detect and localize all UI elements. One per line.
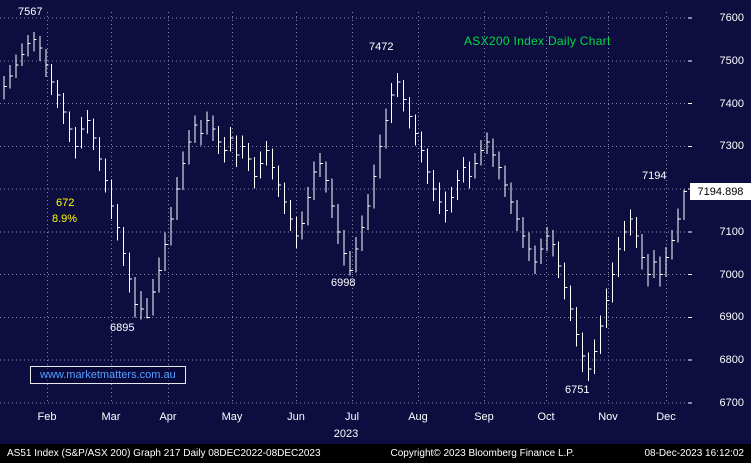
month-label: Mar bbox=[101, 411, 121, 423]
price-axis-label: 7300 bbox=[719, 140, 744, 153]
price-axis-label: 7600 bbox=[719, 12, 744, 24]
price-axis-label: 7400 bbox=[719, 97, 744, 110]
price-annotation: 7194 bbox=[642, 170, 667, 182]
price-annotation: 6751 bbox=[565, 384, 590, 396]
price-axis-label: 7000 bbox=[719, 268, 744, 281]
price-annotation: 6895 bbox=[110, 322, 135, 334]
month-label: Feb bbox=[37, 411, 57, 423]
price-chart-plot bbox=[0, 12, 692, 404]
price-axis-label: 7500 bbox=[719, 54, 744, 67]
price-axis-label: 6900 bbox=[719, 311, 744, 324]
month-label: Dec bbox=[656, 411, 676, 423]
status-bar: AS51 Index (S&P/ASX 200) Graph 217 Daily… bbox=[0, 444, 751, 463]
month-label: Nov bbox=[598, 411, 618, 423]
month-label: Jul bbox=[344, 411, 360, 423]
month-label: May bbox=[221, 411, 243, 423]
year-label: 2023 bbox=[333, 428, 359, 440]
watermark-link[interactable]: www.marketmatters.com.au bbox=[30, 366, 186, 384]
month-label: Apr bbox=[159, 411, 177, 423]
price-axis-label: 6700 bbox=[719, 397, 744, 409]
price-annotation: 7472 bbox=[369, 41, 394, 53]
last-price-value: 7194.898 bbox=[697, 185, 744, 198]
price-axis-label: 7100 bbox=[719, 225, 744, 238]
watermark-text: www.marketmatters.com.au bbox=[40, 369, 176, 381]
month-label: Oct bbox=[537, 411, 555, 423]
price-annotation: 6998 bbox=[331, 277, 356, 289]
month-label: Sep bbox=[474, 411, 494, 423]
price-annotation: 8.9% bbox=[52, 213, 78, 225]
month-label: Aug bbox=[408, 411, 428, 423]
price-annotation: 672 bbox=[56, 197, 75, 209]
chart-title: ASX200 Index Daily Chart bbox=[464, 34, 611, 48]
footer-copyright: Copyright© 2023 Bloomberg Finance L.P. bbox=[390, 448, 575, 459]
footer-timestamp: 08-Dec-2023 16:12:02 bbox=[644, 448, 744, 459]
footer-ticker-info: AS51 Index (S&P/ASX 200) Graph 217 Daily… bbox=[7, 448, 321, 459]
price-axis-label: 6800 bbox=[719, 354, 744, 367]
last-price-box: 7194.898 bbox=[690, 183, 751, 200]
month-label: Jun bbox=[287, 411, 305, 423]
price-annotation: 7567 bbox=[18, 6, 43, 18]
